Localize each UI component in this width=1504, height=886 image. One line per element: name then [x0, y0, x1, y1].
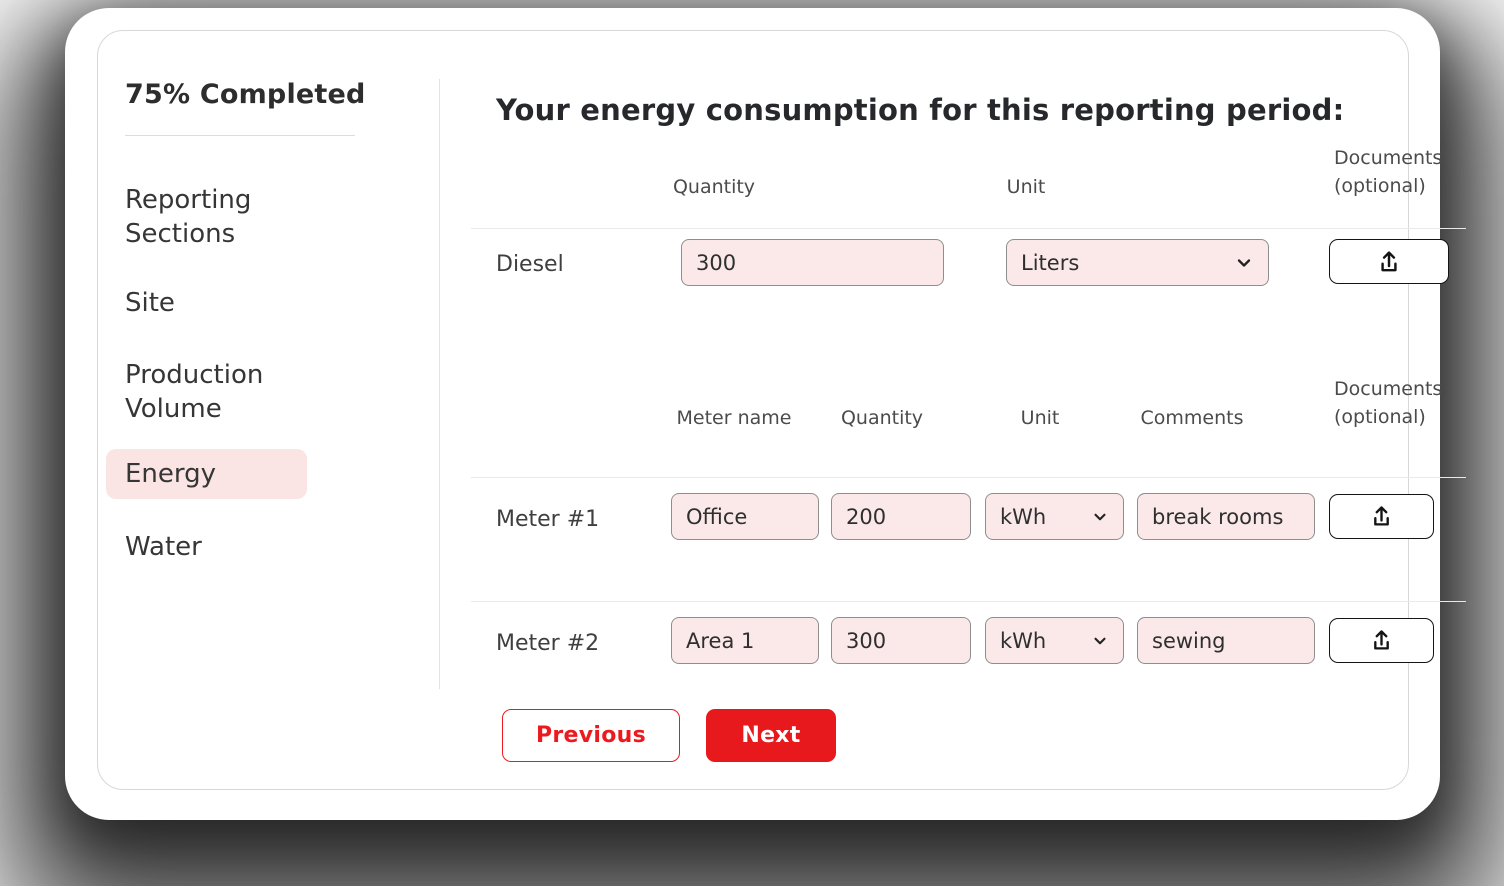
fuel-column-header-documents: Documents (optional) — [1334, 147, 1443, 197]
meter-column-header-comments: Comments — [1140, 407, 1244, 429]
meter2-upload-button[interactable] — [1329, 618, 1434, 663]
sidebar-item-energy[interactable]: Energy — [106, 449, 307, 499]
row-divider — [471, 228, 1466, 229]
meter2-comments-input[interactable] — [1137, 617, 1315, 664]
chevron-down-icon — [1091, 508, 1109, 526]
diesel-quantity-input[interactable] — [681, 239, 944, 286]
meter2-name-input[interactable] — [671, 617, 819, 664]
meter1-unit-value: kWh — [1000, 504, 1047, 529]
meter-column-header-unit: Unit — [1020, 407, 1060, 429]
meter1-quantity-input[interactable] — [831, 493, 971, 540]
meter-column-header-quantity: Quantity — [840, 407, 924, 429]
previous-button[interactable]: Previous — [502, 709, 680, 762]
sidebar-content-divider — [439, 79, 440, 689]
app-card: 75% Completed Reporting Sections Site Pr… — [65, 8, 1466, 820]
diesel-unit-value: Liters — [1021, 250, 1080, 275]
sidebar-item-water[interactable]: Water — [125, 532, 202, 562]
sidebar: 75% Completed Reporting Sections Site Pr… — [106, 31, 375, 789]
meter1-unit-select[interactable]: kWh — [985, 493, 1124, 540]
meter2-quantity-input[interactable] — [831, 617, 971, 664]
meter1-comments-input[interactable] — [1137, 493, 1315, 540]
sidebar-item-production-volume[interactable]: Production Volume — [125, 360, 264, 424]
meter1-name-input[interactable] — [671, 493, 819, 540]
diesel-unit-select[interactable]: Liters — [1006, 239, 1269, 286]
meter-row-label-1: Meter #1 — [496, 507, 600, 532]
upload-icon — [1368, 503, 1395, 530]
meter-column-header-name: Meter name — [676, 407, 792, 429]
sidebar-item-energy-label: Energy — [125, 459, 217, 489]
form-panel: 75% Completed Reporting Sections Site Pr… — [97, 30, 1466, 790]
row-divider — [471, 477, 1466, 478]
fuel-column-header-unit: Unit — [1006, 176, 1046, 198]
sidebar-heading-reporting-sections: Reporting Sections — [125, 185, 252, 249]
diesel-upload-button[interactable] — [1329, 239, 1449, 284]
main-content: Your energy consumption for this reporti… — [471, 31, 1476, 789]
next-button[interactable]: Next — [706, 709, 836, 762]
meter1-upload-button[interactable] — [1329, 494, 1434, 539]
progress-label: 75% Completed — [125, 79, 366, 110]
meter-column-header-documents: Documents (optional) — [1334, 378, 1443, 428]
progress-divider — [125, 135, 355, 136]
meter2-unit-select[interactable]: kWh — [985, 617, 1124, 664]
row-divider — [471, 601, 1466, 602]
fuel-column-header-quantity: Quantity — [672, 176, 756, 198]
fuel-row-label-diesel: Diesel — [496, 252, 564, 277]
upload-icon — [1368, 627, 1395, 654]
meter2-unit-value: kWh — [1000, 628, 1047, 653]
chevron-down-icon — [1091, 632, 1109, 650]
sidebar-item-site[interactable]: Site — [125, 288, 175, 318]
meter-row-label-2: Meter #2 — [496, 631, 600, 656]
page-title: Your energy consumption for this reporti… — [496, 93, 1345, 127]
chevron-down-icon — [1234, 253, 1254, 273]
upload-icon — [1375, 248, 1403, 276]
